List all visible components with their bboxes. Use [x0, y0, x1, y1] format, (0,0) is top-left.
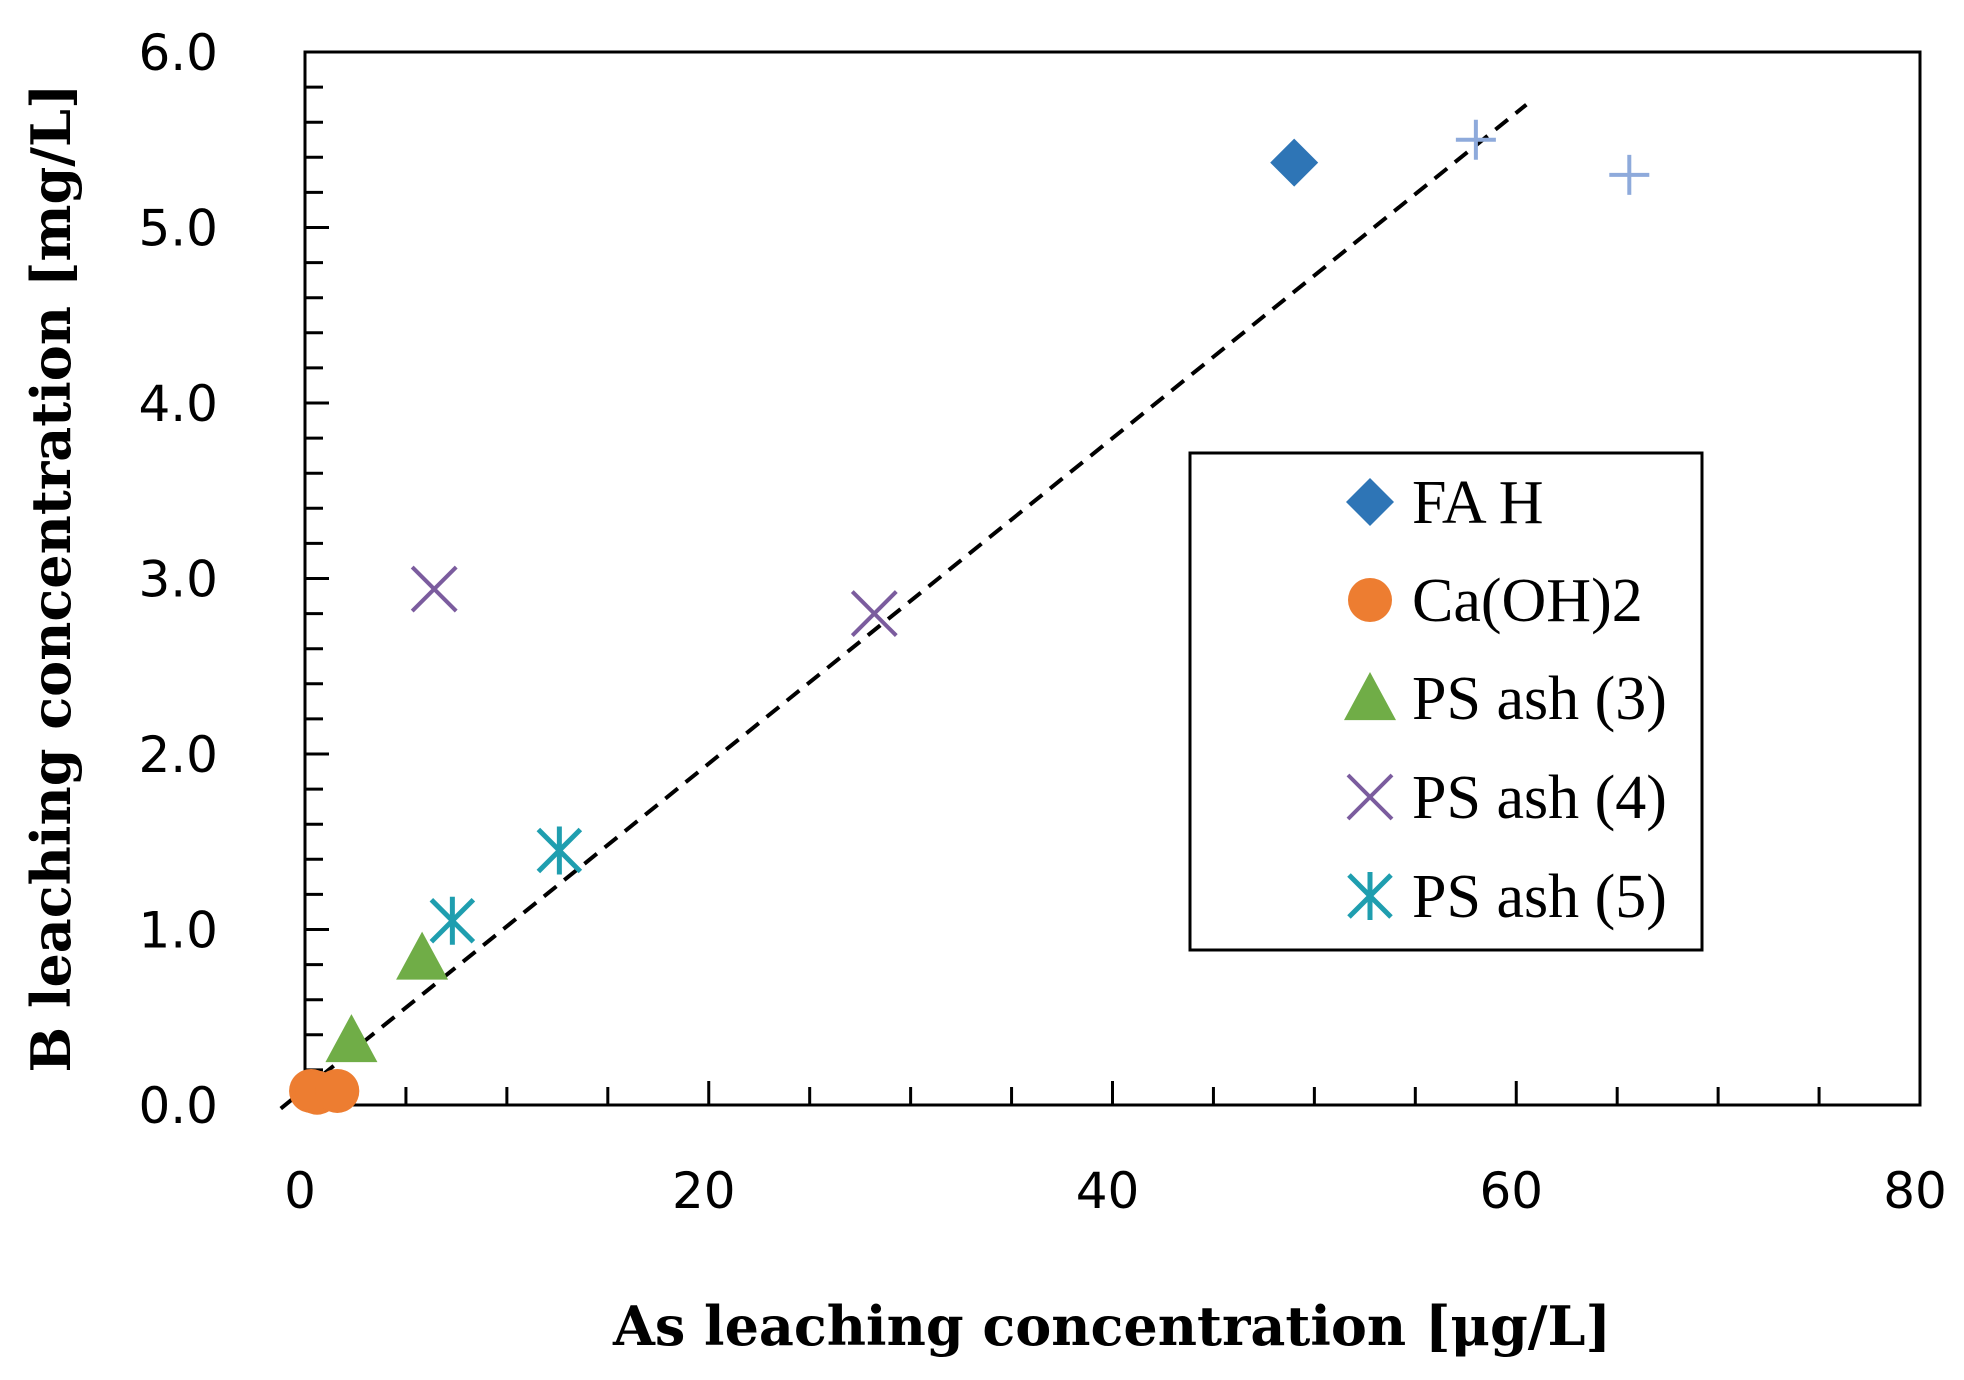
- y-tick-label: 4.0: [138, 375, 218, 433]
- point-ca-oh-2: [315, 1068, 360, 1113]
- point-ps-ash-3: [325, 1014, 378, 1063]
- y-tick-label: 0.0: [138, 1077, 218, 1135]
- data-points: [289, 119, 1650, 1115]
- x-tick-label: 40: [1076, 1162, 1140, 1220]
- legend-box: [1188, 451, 1704, 952]
- point-fa-h: [1270, 138, 1319, 187]
- point-fa-h-plus: [1609, 154, 1650, 195]
- x-tick-label: 80: [1883, 1162, 1947, 1220]
- legend-label-fa-h: FA H: [1412, 469, 1544, 537]
- legend-marker-ps-ash-3: [1344, 672, 1396, 721]
- y-tick-label: 3.0: [138, 551, 218, 609]
- point-ps-ash-5: [429, 896, 476, 945]
- x-axis-title: As leaching concentration [μg/L]: [612, 1294, 1611, 1358]
- point-ps-ash-4: [410, 565, 458, 613]
- point-fa-h-plus: [1455, 119, 1496, 160]
- legend: FA H Ca(OH)2 PS ash (3) PS ash (4) PS ash (5…: [1188, 451, 1704, 952]
- point-ps-ash-5: [536, 826, 583, 875]
- y-tick-label: 2.0: [138, 726, 218, 784]
- legend-marker-fa-h: [1346, 478, 1394, 526]
- legend-label-ps-ash-5: PS ash (5): [1412, 863, 1667, 931]
- legend-marker-ca-oh-2: [1348, 578, 1392, 622]
- y-tick-label: 5.0: [138, 200, 218, 258]
- point-ps-ash-3: [396, 931, 449, 980]
- legend-label-ps-ash-4: PS ash (4): [1412, 764, 1667, 832]
- trendline: [279, 103, 1528, 1111]
- trendline-layer: [279, 103, 1528, 1111]
- x-tick-label: 60: [1479, 1162, 1543, 1220]
- legend-marker-ps-ash-4: [1346, 773, 1394, 821]
- legend-label-ca-oh-2: Ca(OH)2: [1412, 567, 1643, 635]
- legend-marker-ps-ash-5: [1347, 872, 1393, 920]
- y-tick-label: 1.0: [138, 902, 218, 960]
- point-ps-ash-4: [850, 590, 898, 638]
- y-axis-ticks: 0.0 1.0 2.0 3.0 4.0 5.0 6.0: [138, 24, 329, 1135]
- x-tick-label: 20: [672, 1162, 736, 1220]
- legend-label-ps-ash-3: PS ash (3): [1412, 665, 1667, 733]
- x-axis-ticks: 0 20 40 60 80: [284, 1081, 1947, 1220]
- x-tick-label: 0: [284, 1162, 316, 1220]
- y-axis-title: B leaching concentration [mg/L]: [19, 83, 83, 1072]
- y-tick-label: 6.0: [138, 24, 218, 82]
